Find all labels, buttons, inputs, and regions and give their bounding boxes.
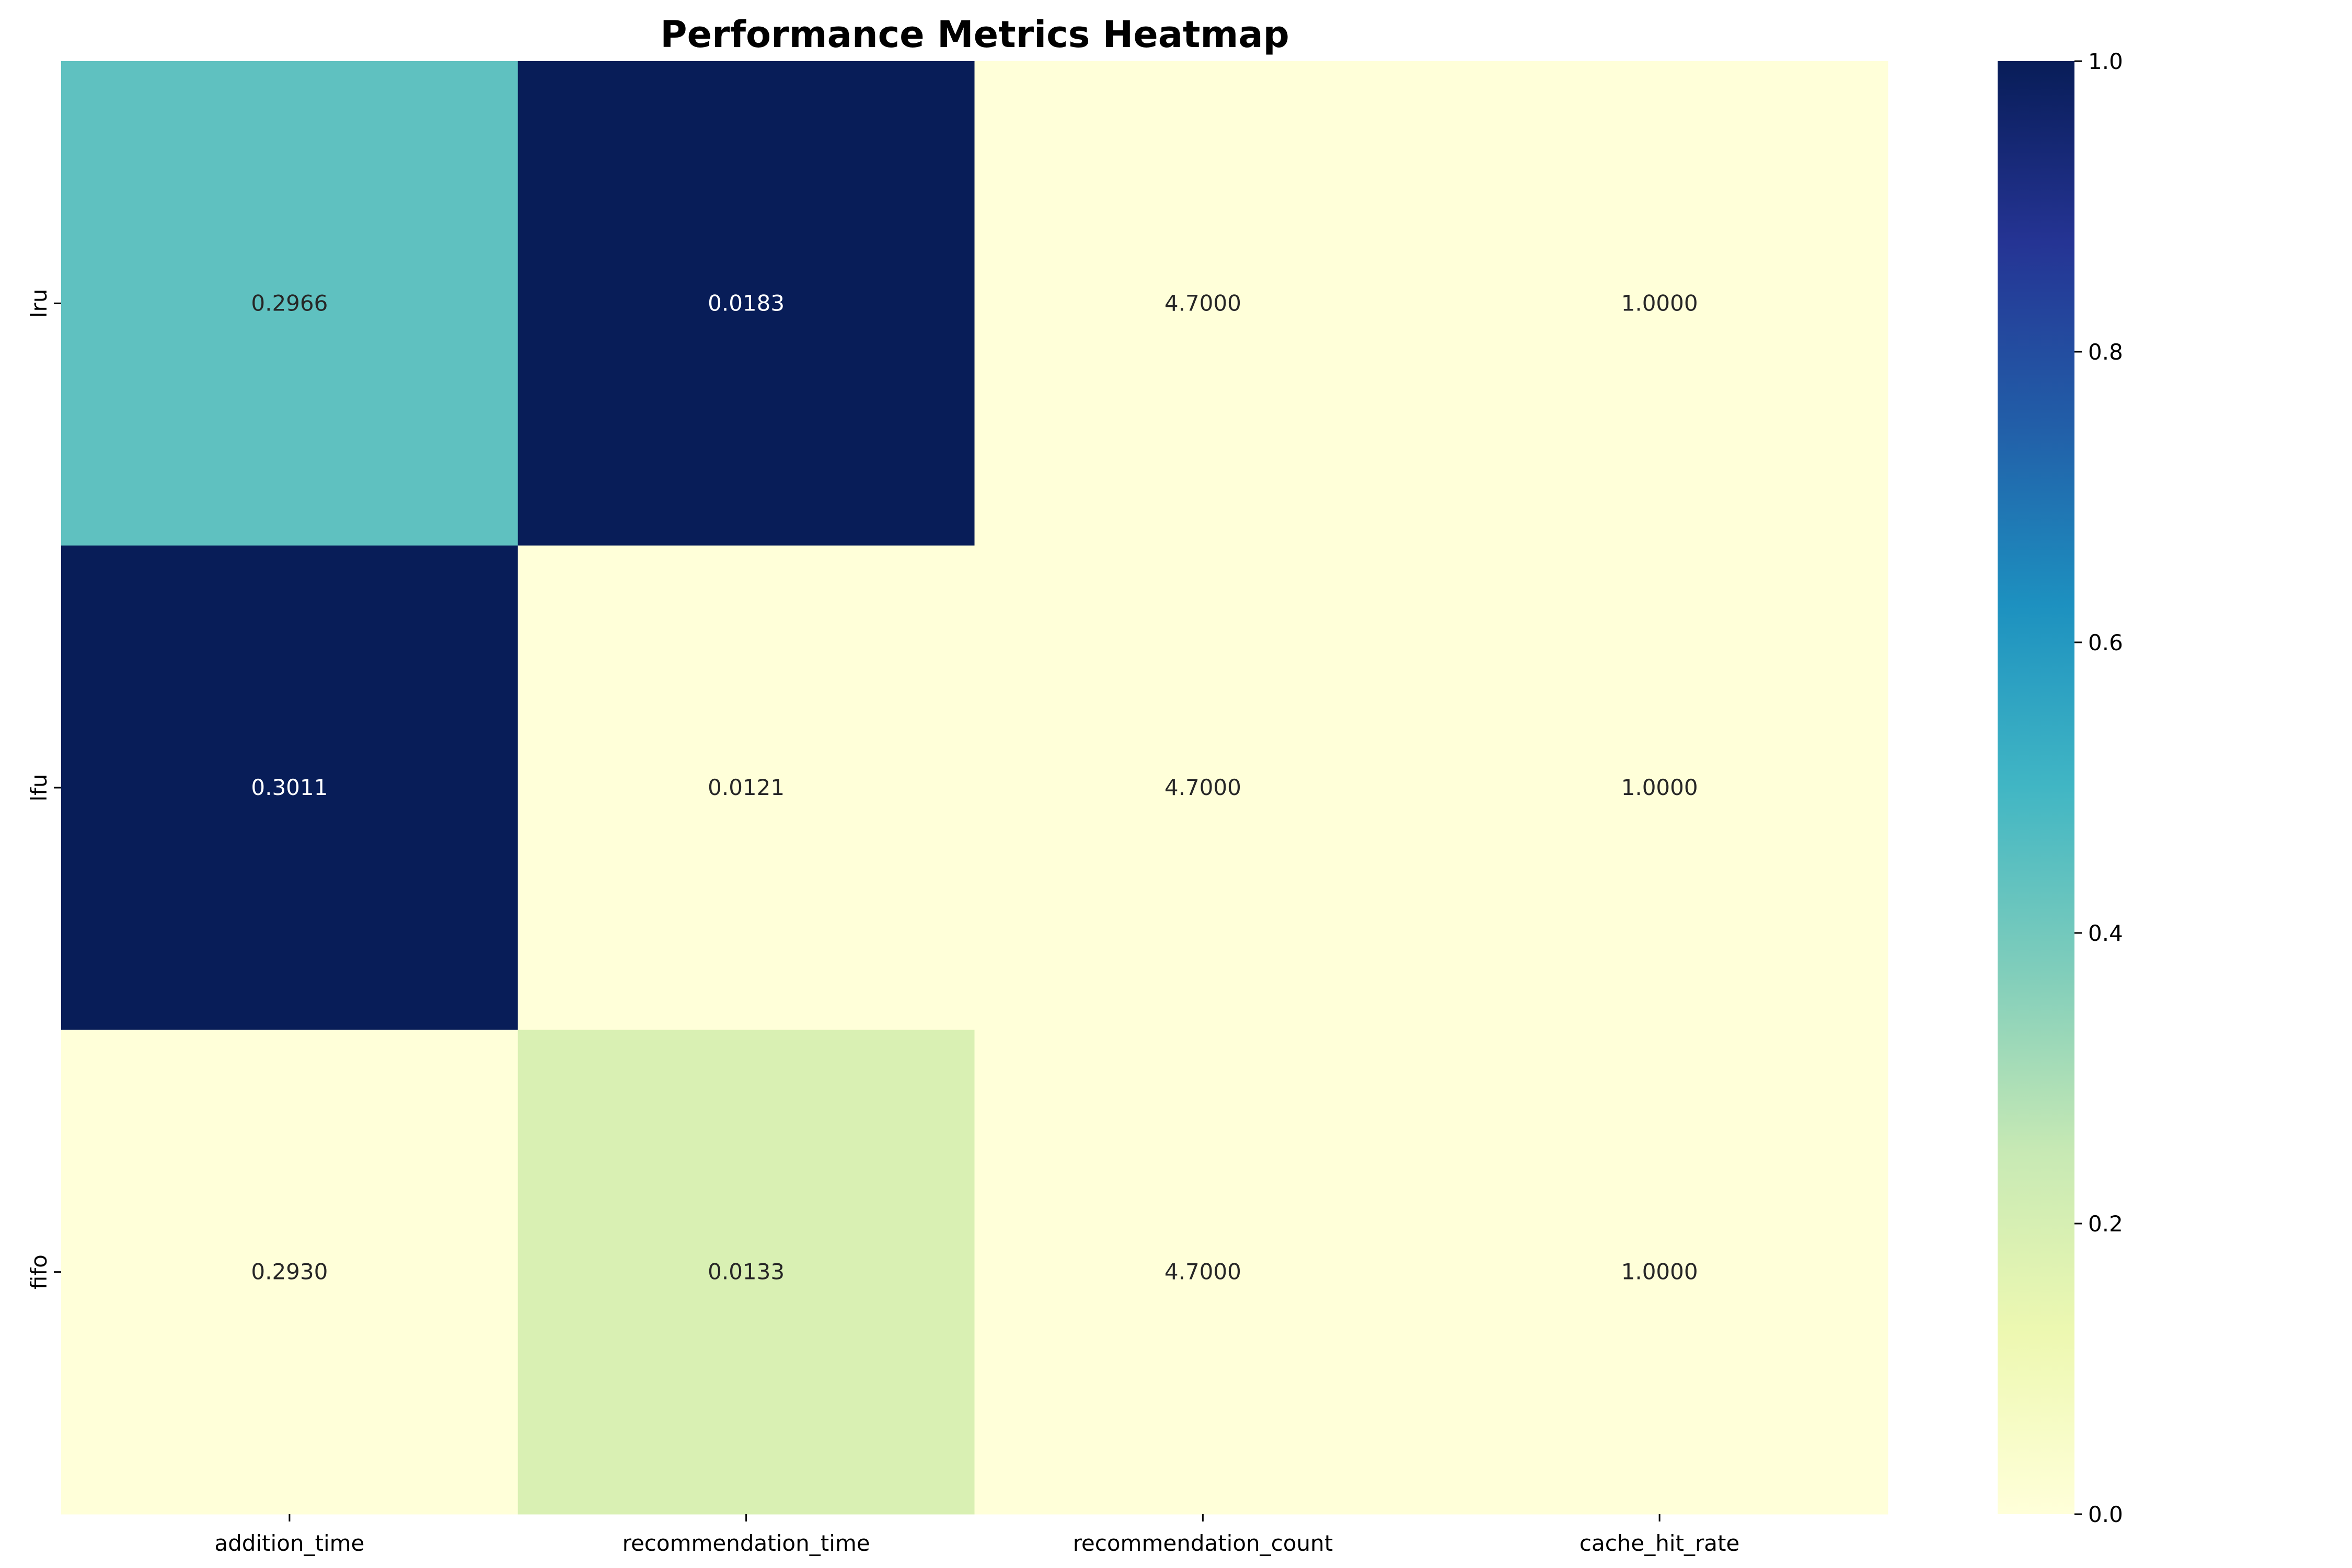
cell-annotation: 0.0183 [708,290,785,316]
heatmap-cell-lru-recommendation_time [517,61,975,546]
x-tick-label: recommendation_count [1073,1530,1333,1556]
heatmap-cell-fifo-recommendation_time [517,1030,975,1515]
x-tick-label: addition_time [214,1530,364,1556]
cell-annotation: 4.7000 [1165,1259,1241,1285]
cell-annotation: 1.0000 [1621,775,1698,800]
chart-title: Performance Metrics Heatmap [660,13,1289,56]
heatmap-cells: 0.2966 0.0183 4.7000 1.0000 0.3011 0.0121 4.70… [61,61,1888,1515]
x-tick-label: recommendation_time [622,1530,870,1556]
heatmap-cell-lfu-addition_time [61,545,518,1030]
colorbar-tick-label: 0.0 [2088,1502,2123,1527]
x-tick-label: cache_hit_rate [1579,1530,1739,1556]
cell-annotation: 4.7000 [1165,290,1241,316]
cell-annotation: 0.3011 [251,775,328,800]
heatmap-cell-fifo-cache_hit_rate [1431,1030,1888,1515]
cell-annotation: 1.0000 [1621,290,1698,316]
y-tick-label: lru [26,289,52,318]
y-axis: lru lfu fifo [26,289,61,1289]
colorbar-tick-label: 0.8 [2088,339,2123,365]
cell-annotation: 0.0121 [708,775,785,800]
cell-annotation: 0.0133 [708,1259,785,1285]
cell-annotation: 0.2930 [251,1259,328,1285]
colorbar-tick-label: 0.2 [2088,1211,2123,1237]
colorbar-tick-label: 0.6 [2088,630,2123,655]
heatmap-cell-lfu-cache_hit_rate [1431,545,1888,1030]
heatmap-cell-lru-addition_time [61,61,518,546]
cell-annotation: 1.0000 [1621,1259,1698,1285]
heatmap-cell-lfu-recommendation_time [517,545,975,1030]
x-axis: addition_time recommendation_time recommen… [214,1514,1739,1556]
heatmap-cell-fifo-recommendation_count [974,1030,1432,1515]
cell-annotation: 0.2966 [251,290,328,316]
colorbar-gradient [1998,61,2074,1514]
heatmap-cell-lru-recommendation_count [974,61,1432,546]
colorbar-tick-label: 0.4 [2088,920,2123,946]
heatmap-cell-fifo-addition_time [61,1030,518,1515]
cell-annotation: 4.7000 [1165,775,1241,800]
colorbar-tick-label: 1.0 [2088,49,2123,74]
y-tick-label: fifo [26,1254,52,1289]
y-tick-label: lfu [26,774,52,801]
heatmap-cell-lru-cache_hit_rate [1431,61,1888,546]
colorbar: 0.0 0.2 0.4 0.6 0.8 1.0 [1998,49,2123,1527]
heatmap-cell-lfu-recommendation_count [974,545,1432,1030]
